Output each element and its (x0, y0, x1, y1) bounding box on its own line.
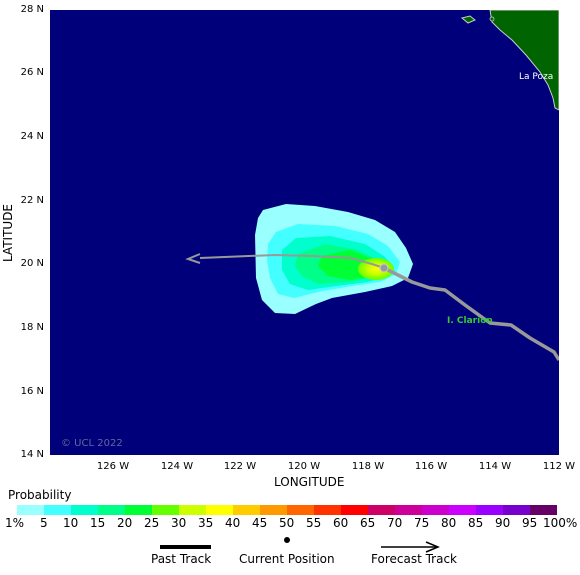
place-label-la-poza: La Poza (519, 72, 554, 82)
scale-label: 15 (90, 516, 106, 530)
scale-label: 1% (5, 516, 25, 530)
scale-label: 60 (333, 516, 349, 530)
forecast-track-line (199, 253, 385, 269)
x-tick-112: 112 W (542, 461, 575, 472)
scale-swatch (422, 505, 449, 515)
scale-label: 25 (144, 516, 160, 530)
y-tick-14: 14 N (20, 449, 44, 460)
x-tick-118: 118 W (351, 461, 385, 472)
past-track-label: Past Track (151, 552, 212, 566)
scale-label: 95 (522, 516, 538, 530)
y-tick-20: 20 N (20, 258, 44, 269)
scale-label: 85 (468, 516, 484, 530)
scale-swatch (71, 505, 98, 515)
scale-label: 35 (198, 516, 214, 530)
scale-swatch (530, 505, 557, 515)
land-islet (460, 15, 476, 24)
map-canvas (50, 10, 559, 455)
y-tick-28: 28 N (20, 4, 44, 15)
x-tick-114: 114 W (478, 461, 512, 472)
scale-label: 65 (360, 516, 376, 530)
y-tick-16: 16 N (20, 386, 44, 397)
scale-swatch (395, 505, 422, 515)
scale-label: 20 (117, 516, 133, 530)
legend-title: Probability (8, 488, 72, 502)
scale-swatch (503, 505, 530, 515)
y-tick-24: 24 N (20, 131, 44, 142)
land-dot (489, 16, 495, 22)
scale-label: 75 (414, 516, 430, 530)
scale-label: 90 (495, 516, 511, 530)
legend-symbols (160, 537, 440, 553)
scale-label: 40 (225, 516, 241, 530)
scale-swatch (287, 505, 314, 515)
current-position-symbol (284, 537, 290, 543)
y-tick-26: 26 N (20, 67, 44, 78)
x-tick-120: 120 W (287, 461, 321, 472)
scale-swatch (476, 505, 503, 515)
scale-swatch (260, 505, 287, 515)
scale-label: 30 (171, 516, 187, 530)
y-tick-22: 22 N (20, 195, 44, 206)
scale-label: 70 (387, 516, 403, 530)
forecast-arrow-symbol (425, 541, 440, 553)
forecast-track-label: Forecast Track (371, 552, 457, 566)
x-axis-title: LONGITUDE (274, 475, 345, 489)
scale-swatch (368, 505, 395, 515)
scale-label: 50 (279, 516, 295, 530)
current-position-marker (379, 263, 389, 273)
scale-label: 80 (441, 516, 457, 530)
scale-label: 5 (40, 516, 48, 530)
x-tick-124: 124 W (160, 461, 194, 472)
scale-label: 10 (63, 516, 79, 530)
x-tick-126: 126 W (96, 461, 130, 472)
scale-swatch (449, 505, 476, 515)
scale-swatch (152, 505, 179, 515)
forecast-arrowhead (185, 253, 201, 264)
scale-label: 100% (543, 516, 578, 530)
y-tick-18: 18 N (20, 322, 44, 333)
scale-swatch (233, 505, 260, 515)
current-position-label: Current Position (239, 552, 335, 566)
place-label-clarion: I. Clarion (447, 316, 493, 326)
scale-swatch (179, 505, 206, 515)
probability-map: La Poza I. Clarion © UCL 2022 (50, 10, 559, 455)
land-baja (489, 10, 559, 111)
x-tick-116: 116 W (414, 461, 448, 472)
past-track-line (383, 266, 559, 361)
scale-label: 45 (252, 516, 268, 530)
scale-swatch (206, 505, 233, 515)
scale-swatch (314, 505, 341, 515)
scale-swatch (341, 505, 368, 515)
x-tick-122: 122 W (223, 461, 257, 472)
y-axis-title: LATITUDE (1, 203, 15, 263)
scale-swatch (17, 505, 44, 515)
scale-swatch (125, 505, 152, 515)
scale-label: 55 (306, 516, 322, 530)
scale-swatch (44, 505, 71, 515)
scale-swatch (98, 505, 125, 515)
copyright-text: © UCL 2022 (61, 438, 123, 449)
probability-scale (17, 505, 557, 545)
